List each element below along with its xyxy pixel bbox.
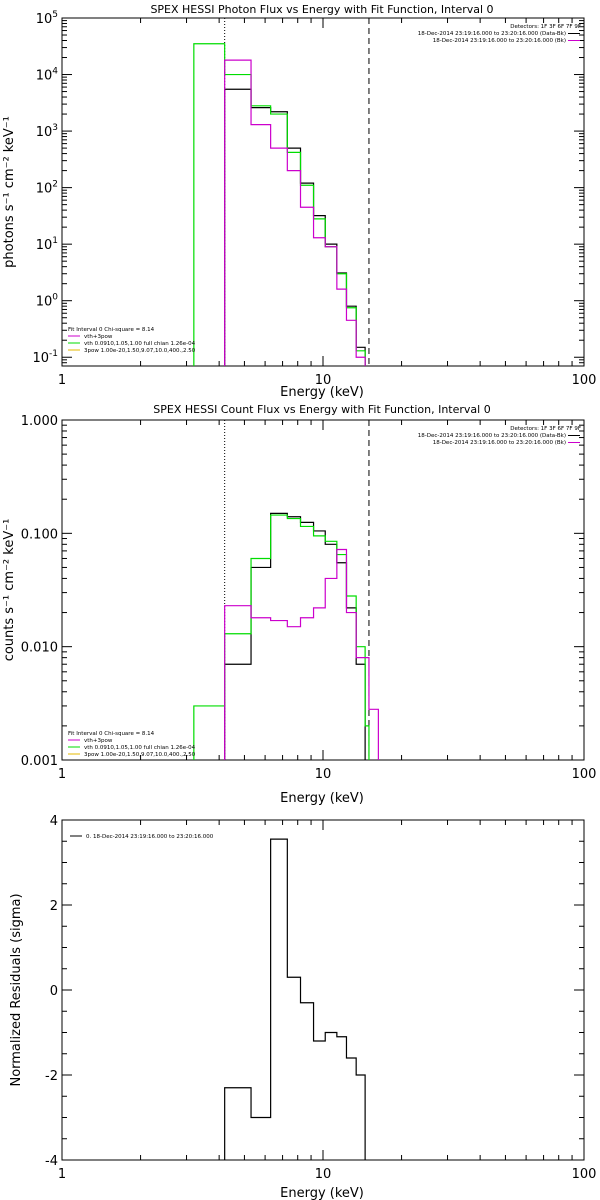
chart-title: SPEX HESSI Count Flux vs Energy with Fit… [153,403,490,416]
legend-item: 3pow 1.00e-20,1.50,9.07,10.0,400.,2.50 [84,348,196,354]
info-box: Detectors: 1F 3F 6F 7F 9F 18-Dec-2014 23… [418,426,581,446]
series-line [193,43,366,366]
x-axis-label: Energy (keV) [280,1186,364,1200]
plot-area: 1 10 100 -4 -2 0 2 4 [45,814,596,1182]
info-interval-data: 18-Dec-2014 23:19:16.000 to 23:20:16.000… [418,433,566,439]
legend-item: vth 0.0910,1.05,1.00 full chian 1.26e-04 [84,745,196,751]
x-tick-label: 100 [572,373,597,388]
x-tick-label: 1 [58,373,66,388]
y-tick-label: 105 [36,10,58,27]
y-axis-label: counts s⁻¹ cm⁻² keV⁻¹ [2,519,17,662]
legend-item: 3pow 1.00e-20,1.50,9.07,10.0,400.,2.50 [84,752,196,758]
residuals-panel: 1 10 100 -4 -2 0 2 4 Energy (keV) Normalized Re… [9,814,596,1200]
x-tick-label: 100 [572,767,597,782]
plot-frame [61,17,585,367]
y-tick-label: 4 [50,814,58,829]
legend-item: vth+3pow [84,334,113,340]
info-interval-data: 18-Dec-2014 23:19:16.000 to 23:20:16.000… [418,31,566,37]
info-interval-bk: 18-Dec-2014 23:19:16.000 to 23:20:16.000… [433,38,566,44]
legend: Fit Interval 0 Chi-square = 8.14 vth+3po… [68,327,196,354]
x-tick-label: 10 [315,1167,332,1182]
y-tick-label: -4 [45,1154,58,1169]
y-axis-label: photons s⁻¹ cm⁻² keV⁻¹ [2,116,17,268]
series-line [224,838,366,1160]
series-line [224,512,366,760]
legend-header: Fit Interval 0 Chi-square = 8.14 [68,327,155,333]
info-box: Detectors: 1F 3F 6F 7F 9F 18-Dec-2014 23… [418,24,581,44]
y-tick-label: 0.100 [21,527,58,542]
series-line [193,514,370,760]
legend: 0. 18-Dec-2014 23:19:16.000 to 23:20:16.… [70,834,214,840]
x-tick-label: 10 [315,373,332,388]
x-tick-label: 1 [58,1167,66,1182]
series-line [224,59,366,366]
y-tick-label: 0.001 [21,754,58,769]
info-detectors: Detectors: 1F 3F 6F 7F 9F [510,24,581,30]
series-line [224,548,379,760]
y-tick-label: 101 [36,236,58,253]
legend-header: Fit Interval 0 Chi-square = 8.14 [68,731,155,737]
count-flux-panel: SPEX HESSI Count Flux vs Energy with Fit… [2,403,596,806]
y-tick-label: 100 [36,293,59,310]
plot-frame [61,419,585,761]
photon-flux-panel: SPEX HESSI Photon Flux vs Energy with Fi… [2,3,596,400]
y-axis-label: Normalized Residuals (sigma) [9,893,24,1086]
y-tick-label: 102 [36,180,58,197]
plot-area: 1 10 100 0.001 0.010 0.100 1.000 [21,414,597,782]
info-detectors: Detectors: 1F 3F 6F 7F 9F [510,426,581,432]
chart-title: SPEX HESSI Photon Flux vs Energy with Fi… [150,3,493,16]
y-tick-label: 1.000 [21,414,58,429]
legend-item: 0. 18-Dec-2014 23:19:16.000 to 23:20:16.… [86,834,214,840]
y-tick-label: 2 [50,899,58,914]
y-tick-label: -2 [45,1069,58,1084]
y-tick-label: 104 [36,67,59,84]
legend-item: vth+3pow [84,738,113,744]
info-interval-bk: 18-Dec-2014 23:19:16.000 to 23:20:16.000… [433,440,566,446]
x-tick-label: 10 [315,767,332,782]
x-tick-label: 1 [58,767,66,782]
legend-item: vth 0.0910,1.05,1.00 full chian 1.26e-04 [84,341,196,347]
plot-frame [61,819,585,1161]
x-axis-label: Energy (keV) [280,791,364,806]
x-tick-label: 100 [572,1167,597,1182]
plot-area: 1 10 100 10-1 100 101 102 103 104 105 [32,10,596,388]
x-axis-label: Energy (keV) [280,385,364,400]
series-line [224,88,366,366]
y-tick-label: 103 [36,123,58,140]
y-tick-label: 10-1 [32,349,58,366]
y-tick-label: 0 [50,984,58,999]
legend: Fit Interval 0 Chi-square = 8.14 vth+3po… [68,731,196,758]
y-tick-label: 0.010 [21,641,58,656]
